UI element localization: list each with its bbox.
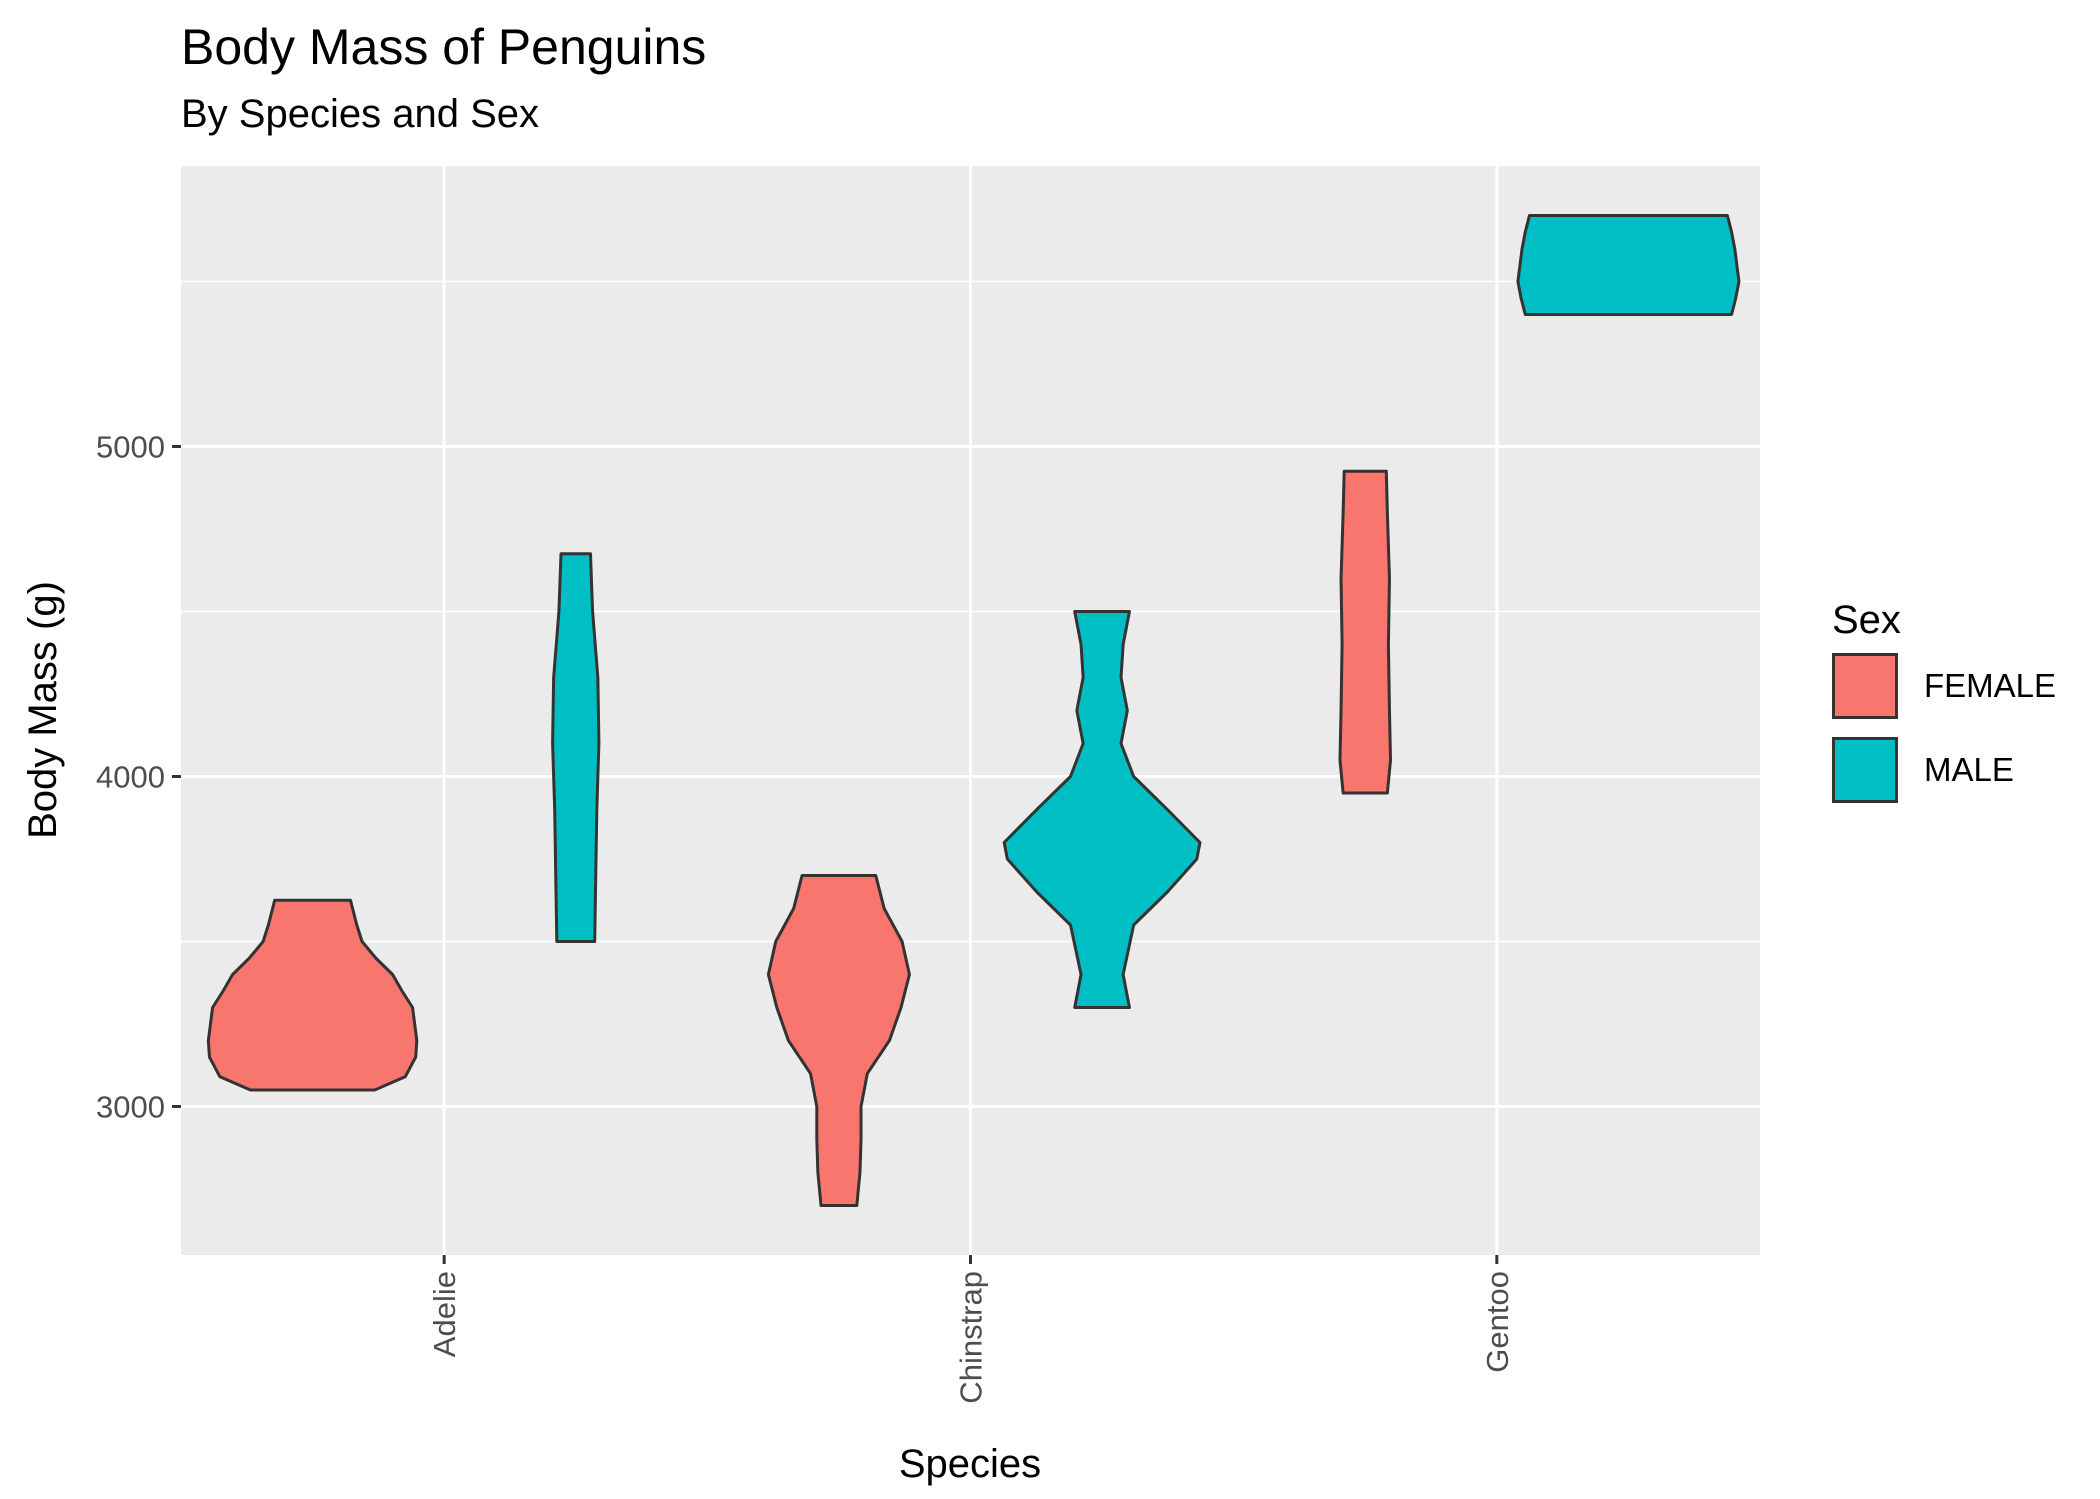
violin-adelie-male bbox=[551, 552, 601, 943]
legend-key-male bbox=[1832, 737, 1898, 803]
legend-title: Sex bbox=[1832, 598, 1901, 642]
y-tick-label: 4000 bbox=[96, 760, 165, 795]
x-tick-label: Gentoo bbox=[1480, 1271, 1515, 1373]
legend-label-female: FEMALE bbox=[1924, 667, 2057, 704]
y-tick-label: 5000 bbox=[96, 430, 165, 465]
legend-key-female bbox=[1832, 653, 1898, 719]
legend-item-male: MALE bbox=[1832, 737, 2014, 811]
x-tick-label: Adelie bbox=[427, 1271, 462, 1357]
violin-gentoo-female bbox=[1338, 469, 1393, 795]
legend: Sex FEMALE MALE bbox=[1832, 598, 2056, 811]
violin-chinstrap-male bbox=[1002, 610, 1202, 1009]
major-gridlines bbox=[181, 166, 1760, 1255]
y-axis-label: Body Mass (g) bbox=[21, 581, 65, 839]
legend-item-female: FEMALE bbox=[1832, 653, 2056, 727]
violin-adelie-female bbox=[206, 898, 419, 1092]
x-axis-label: Species bbox=[899, 1442, 1041, 1486]
violin-chinstrap-female bbox=[766, 874, 911, 1207]
violins bbox=[206, 214, 1741, 1207]
x-tick-label: Chinstrap bbox=[954, 1271, 989, 1404]
chart-subtitle: By Species and Sex bbox=[181, 92, 539, 136]
violin-gentoo-male bbox=[1516, 214, 1741, 316]
legend-label-male: MALE bbox=[1924, 751, 2014, 788]
chart-title: Body Mass of Penguins bbox=[181, 19, 707, 75]
axes: 3000 4000 5000 Adelie Chinstrap Gentoo bbox=[96, 430, 1515, 1404]
y-tick-label: 3000 bbox=[96, 1090, 165, 1125]
